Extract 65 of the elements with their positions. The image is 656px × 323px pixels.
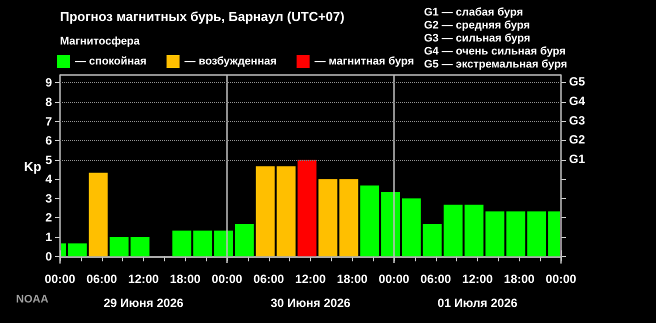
bar xyxy=(256,166,275,256)
text: G3 xyxy=(569,113,586,128)
x2-tick-label: 29 Июня 2026 xyxy=(104,296,184,310)
bar xyxy=(381,192,400,256)
text: G2 — средняя буря xyxy=(424,20,530,32)
bar xyxy=(485,211,504,256)
bar xyxy=(444,204,463,256)
x2-tick-label: 01 Июля 2026 xyxy=(438,296,518,310)
text: G3 — сильная буря xyxy=(424,32,530,44)
x-tick-label: 00:00 xyxy=(44,272,76,286)
text: G5 — экстремальная буря xyxy=(424,58,568,70)
x-tick-label: 12:00 xyxy=(128,272,160,286)
x-tick-label: 06:00 xyxy=(253,272,284,286)
y-tick-label: 1 xyxy=(45,230,52,244)
x-tick-label: 12:00 xyxy=(462,272,494,286)
x-tick-label: 06:00 xyxy=(86,272,118,286)
text: G5 xyxy=(569,74,586,89)
bar xyxy=(130,236,150,256)
y-tick-label: 9 xyxy=(45,76,52,90)
y-tick-label: 2 xyxy=(45,210,52,225)
bar xyxy=(422,224,442,256)
x2-tick-label: 30 Июня 2026 xyxy=(270,296,351,310)
text: NOAA xyxy=(16,294,48,306)
x-tick-label: 00:00 xyxy=(546,272,577,286)
y-tick-label: 8 xyxy=(45,94,52,109)
bar xyxy=(234,224,254,256)
text: G2 xyxy=(569,132,586,147)
bar xyxy=(298,160,316,256)
bar xyxy=(172,230,192,256)
x-tick-label: 18:00 xyxy=(170,272,201,286)
y-tick-label: 6 xyxy=(45,134,52,148)
bar xyxy=(214,230,233,256)
x-tick-label: 06:00 xyxy=(420,272,452,286)
x-tick-label: 12:00 xyxy=(295,272,326,286)
bar xyxy=(402,198,421,256)
legend-title: Магнитосфера xyxy=(60,36,141,48)
x-tick-label: 00:00 xyxy=(212,272,243,286)
y-tick-label: 0 xyxy=(45,249,52,264)
x-tick-label: 18:00 xyxy=(504,272,535,286)
x-tick-label: 00:00 xyxy=(378,272,410,286)
text: G1 xyxy=(569,152,586,166)
y-tick-label: 3 xyxy=(45,191,52,206)
chart-title: Прогноз магнитных бурь, Барнаул (UTC+07) xyxy=(60,9,344,24)
bar xyxy=(339,179,358,256)
text: G4 — очень сильная буря xyxy=(424,46,566,58)
bar xyxy=(193,230,212,256)
bar xyxy=(68,243,87,256)
y-tick-label: 5 xyxy=(45,152,52,167)
legend-label: — возбужденная xyxy=(184,56,277,68)
y-tick-label: 4 xyxy=(45,172,52,186)
legend-label: — магнитная буря xyxy=(314,56,414,68)
text: G1 — слабая буря xyxy=(424,6,524,18)
x-tick-label: 18:00 xyxy=(336,272,368,286)
bar xyxy=(527,211,546,256)
bar xyxy=(506,211,526,256)
text: G4 xyxy=(569,94,586,108)
bar xyxy=(110,236,129,256)
y-axis-title: Kp xyxy=(24,159,42,174)
y-tick-label: 7 xyxy=(45,114,52,128)
bar xyxy=(318,179,338,256)
legend-label: — спокойная xyxy=(75,56,147,68)
bar xyxy=(276,166,296,256)
bar xyxy=(360,185,380,256)
bar xyxy=(464,204,484,256)
bar xyxy=(88,172,108,256)
